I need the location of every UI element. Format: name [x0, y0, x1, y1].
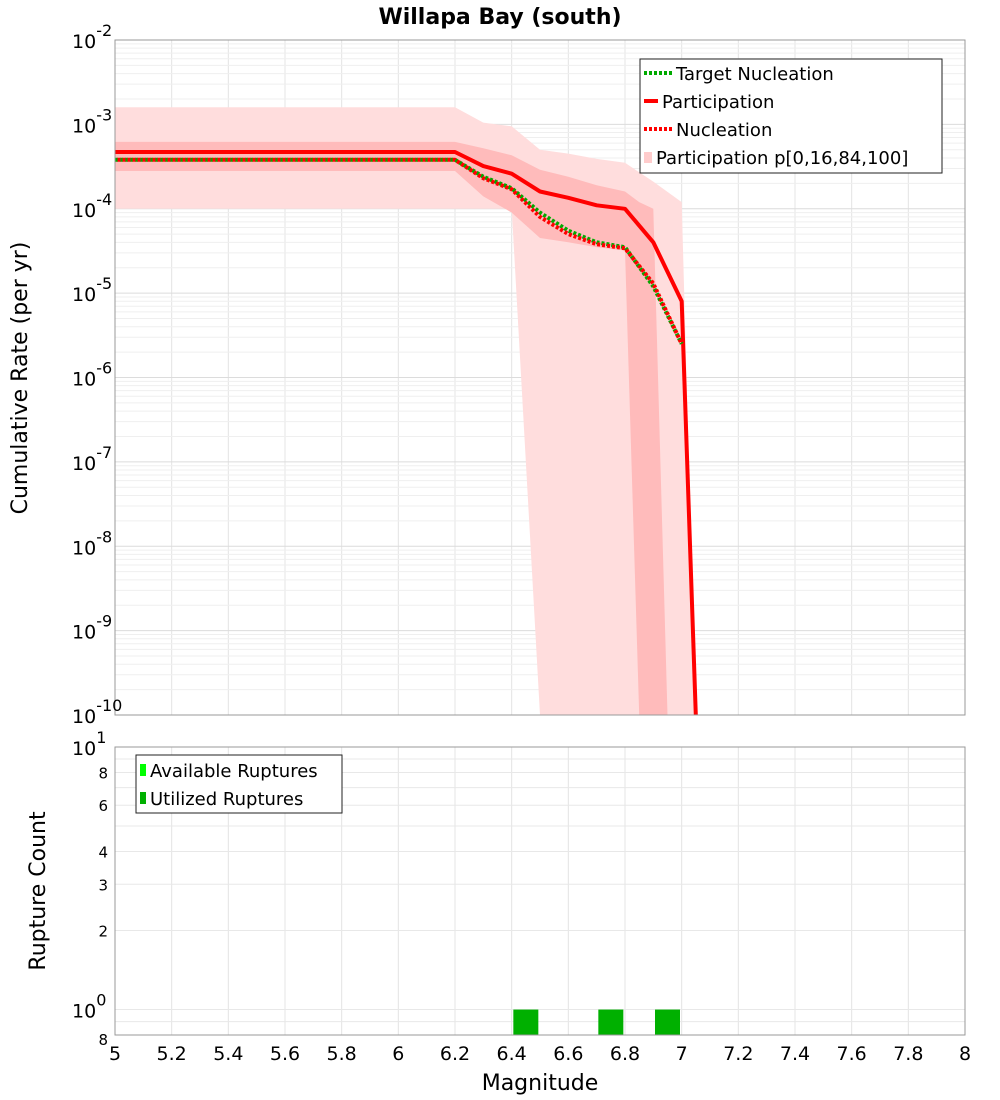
- legend-swatch: [140, 792, 146, 804]
- bottom-x-ticks: 5 5.2 5.4 5.6 5.8 6 6.2 6.4 6.6 6.8 7 7.2 7.4 7.6 7.8 8: [109, 1043, 971, 1065]
- x-tick-label: 5.4: [213, 1043, 243, 1065]
- y-tick-label: 2: [98, 923, 108, 941]
- legend-swatch: [644, 152, 652, 163]
- series-band-band-inner: [115, 141, 668, 715]
- legend-swatch: [140, 764, 146, 776]
- x-tick-label: 6.6: [553, 1043, 583, 1065]
- x-axis-label: Magnitude: [482, 1071, 599, 1096]
- y-tick-label: 100: [72, 991, 106, 1023]
- x-tick-label: 6.8: [610, 1043, 640, 1065]
- legend-box: [135, 754, 343, 814]
- bottom-plot-border: [114, 746, 966, 1036]
- legend-label: Participation p[0,16,84,100]: [656, 148, 908, 169]
- bottom-legend: Available Ruptures Utilized Ruptures: [135, 754, 343, 814]
- y-tick-label: 10-8: [72, 527, 112, 559]
- legend-label: Participation: [662, 92, 774, 113]
- bar-utilized-ruptures: [655, 1009, 680, 1035]
- y-tick-label: 10-2: [72, 21, 112, 53]
- y-tick-label: 10-6: [72, 359, 112, 391]
- x-tick-label: 7.8: [893, 1043, 923, 1065]
- top-legend: Target Nucleation Participation Nucleation…: [639, 58, 943, 174]
- bar-utilized-ruptures: [513, 1009, 539, 1035]
- y-tick-label: 8: [98, 764, 108, 782]
- legend-label: Target Nucleation: [675, 64, 834, 85]
- x-tick-label: 6: [392, 1043, 404, 1065]
- x-tick-label: 6.4: [497, 1043, 527, 1065]
- x-tick-label: 8: [959, 1043, 971, 1065]
- bottom-bars: [513, 1009, 680, 1035]
- x-tick-label: 7.4: [780, 1043, 810, 1065]
- y-tick-label: 6: [98, 797, 108, 815]
- y-tick-label: 10-4: [72, 190, 112, 222]
- y-tick-label: 10-9: [72, 612, 112, 644]
- y-tick-label: 10-3: [72, 105, 112, 137]
- series-line-target-nucleation: [115, 157, 684, 345]
- top-y-axis-label: Cumulative Rate (per yr): [8, 242, 33, 515]
- x-tick-label: 7: [676, 1043, 688, 1065]
- legend-label: Nucleation: [676, 120, 772, 141]
- bottom-y-axis-label: Rupture Count: [26, 811, 51, 971]
- bottom-y-ticks: 101 8 6 4 3 2 100 8: [72, 728, 108, 1049]
- y-tick-label: 101: [72, 728, 106, 760]
- x-tick-label: 6.2: [440, 1043, 470, 1065]
- y-tick-label: 8: [98, 1031, 108, 1049]
- bottom-grid: [114, 747, 966, 1035]
- top-bands: [115, 107, 696, 715]
- x-tick-label: 5.6: [270, 1043, 300, 1065]
- series-line-participation: [115, 150, 698, 716]
- legend-box: [639, 58, 943, 174]
- y-tick-label: 4: [98, 843, 108, 861]
- x-tick-label: 7.6: [837, 1043, 867, 1065]
- y-tick-label: 10-10: [72, 696, 122, 728]
- y-tick-label: 10-7: [72, 443, 112, 475]
- bar-utilized-ruptures: [598, 1009, 624, 1035]
- top-lines: [115, 150, 698, 716]
- y-tick-label: 10-5: [72, 274, 112, 306]
- x-tick-label: 5.8: [327, 1043, 357, 1065]
- legend-label: Utilized Ruptures: [150, 789, 303, 810]
- top-y-ticks: 10-2 10-3 10-4 10-5 10-6 10-7 10-8 10-9 10-10: [72, 21, 122, 728]
- top-panel: 10-2 10-3 10-4 10-5 10-6 10-7 10-8 10-9 10-10 Cu…: [8, 21, 966, 728]
- x-tick-label: 7.2: [723, 1043, 753, 1065]
- legend-label: Available Ruptures: [150, 761, 318, 782]
- x-tick-label: 5: [109, 1043, 121, 1065]
- chart-title: Willapa Bay (south): [378, 5, 621, 30]
- series-band-band-outer: [115, 107, 696, 715]
- bottom-panel: 101 8 6 4 3 2 100 8 5 5.2 5.4 5.6 5.8 6 6.2 6.4 6.6 6.8 7…: [26, 728, 971, 1096]
- series-line-nucleation: [115, 157, 684, 345]
- y-tick-label: 3: [98, 876, 108, 894]
- top-plot-border: [114, 39, 966, 716]
- x-tick-label: 5.2: [157, 1043, 187, 1065]
